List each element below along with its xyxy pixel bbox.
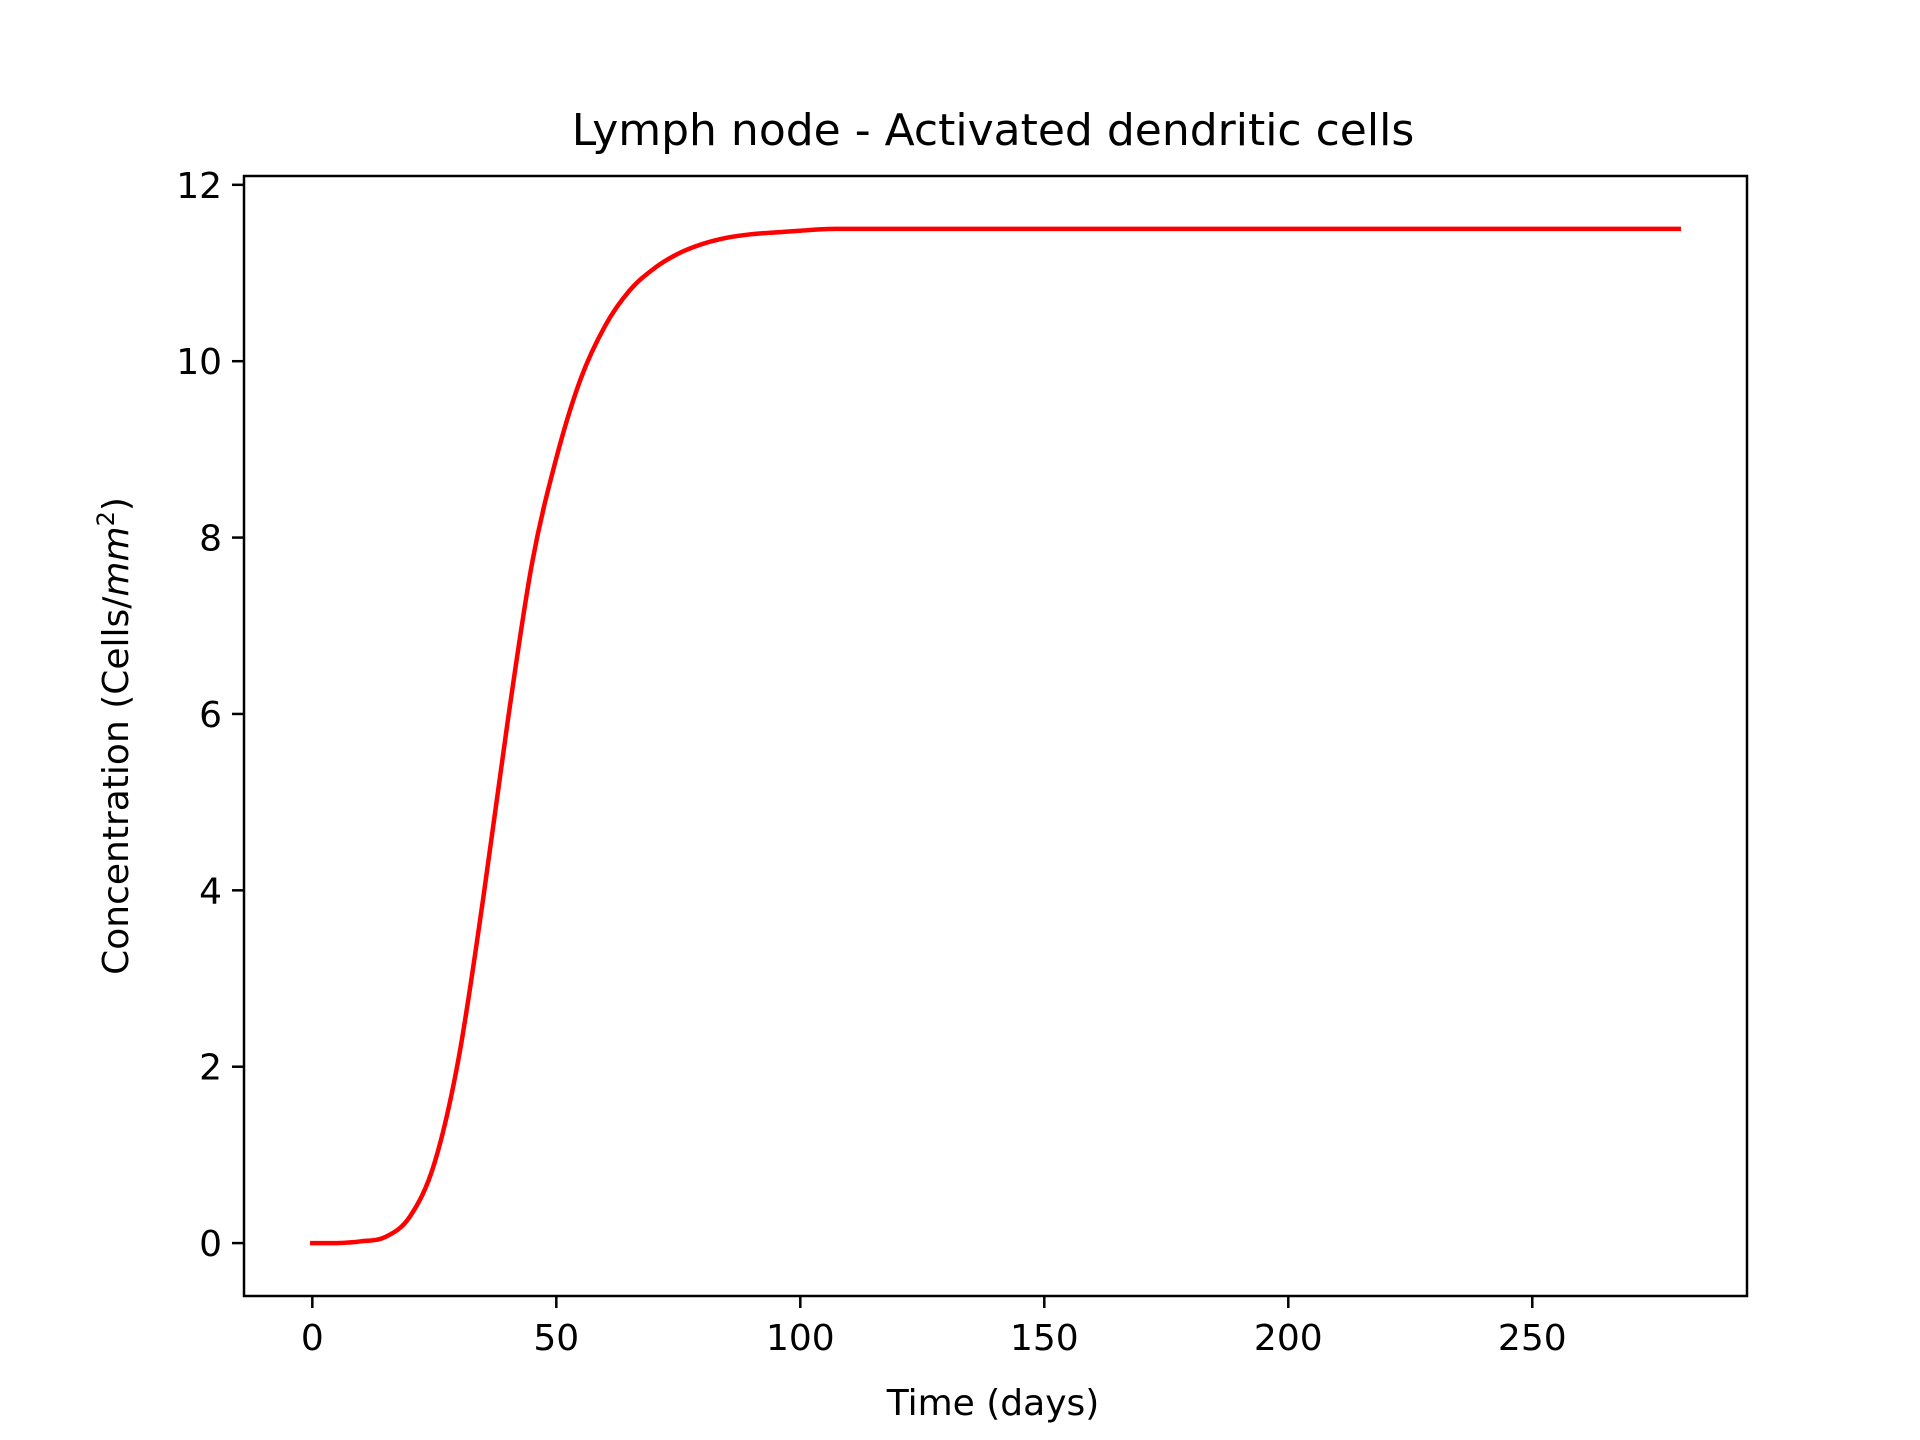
series-line — [310, 226, 1681, 1246]
axes-frame — [242, 174, 1749, 1298]
y-tick-label: 4 — [199, 871, 222, 912]
x-axis-label: Time (days) — [886, 1383, 1100, 1424]
x-tick-label: 150 — [1010, 1318, 1079, 1359]
x-tick-label: 250 — [1498, 1318, 1567, 1359]
x-tick-label: 200 — [1254, 1318, 1323, 1359]
y-tick-label: 10 — [176, 342, 222, 383]
y-tick-label: 8 — [199, 519, 222, 560]
x-tick-label: 100 — [766, 1318, 835, 1359]
x-tick-label: 50 — [533, 1318, 579, 1359]
y-axis-label-superscript: 2 — [92, 511, 120, 526]
plot-area — [310, 226, 1681, 1246]
y-tick-label: 6 — [199, 695, 222, 736]
x-axis-ticks: 0 50 100 150 200 250 — [301, 1296, 1567, 1359]
y-axis-label-text: Concentration (Cells/ — [96, 596, 137, 975]
y-axis-ticks: 0 2 4 6 8 10 12 — [176, 166, 244, 1265]
y-tick-label: 2 — [199, 1048, 222, 1089]
y-axis-label-math: mm — [96, 526, 137, 596]
y-tick-label: 12 — [176, 166, 222, 207]
chart-title: Lymph node - Activated dendritic cells — [572, 105, 1415, 156]
x-tick-label: 0 — [301, 1318, 324, 1359]
y-axis-label: Concentration (Cells/mm2) — [92, 497, 137, 975]
y-tick-label: 0 — [199, 1224, 222, 1265]
y-axis-label-close: ) — [96, 497, 137, 511]
